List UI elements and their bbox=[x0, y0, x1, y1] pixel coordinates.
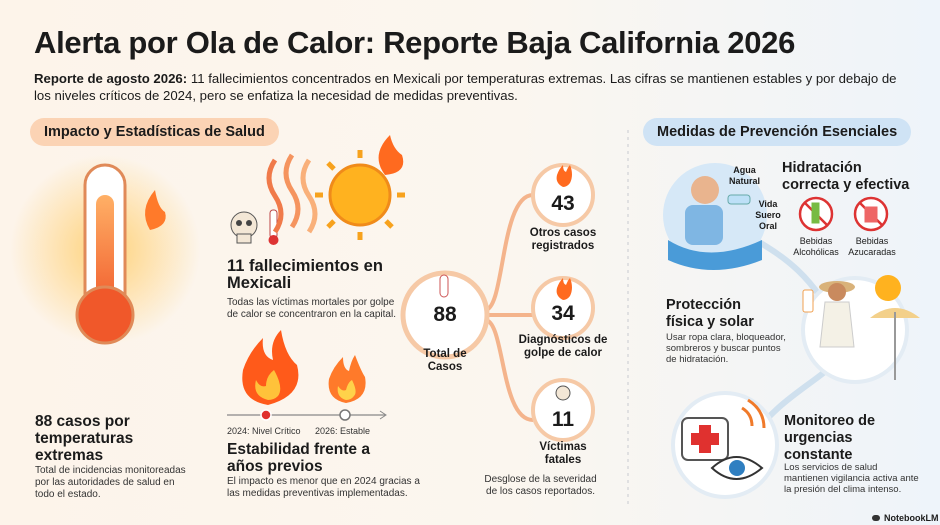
breakdown-circles-part bbox=[400, 270, 490, 360]
protection-icon-part bbox=[802, 289, 814, 313]
heat-icon bbox=[230, 135, 405, 245]
avoid-icons-part bbox=[811, 202, 820, 224]
breakdown-circles-part bbox=[555, 385, 571, 401]
monitoring-icon-part bbox=[729, 460, 745, 476]
heat-icon-part bbox=[236, 220, 242, 226]
title: Alerta por Ola de Calor: Reporte Baja Ca… bbox=[34, 25, 796, 60]
thermometer-icon-part bbox=[96, 195, 114, 315]
heat-icon-part-part bbox=[384, 219, 394, 229]
fire-icons-part bbox=[337, 380, 356, 400]
branch-label: Otros casos registrados bbox=[529, 227, 597, 252]
monitoring-icon-part bbox=[747, 398, 766, 429]
stat-title: 11 fallecimientos en Mexicali bbox=[227, 257, 383, 292]
total-label: Total de Casos bbox=[423, 348, 467, 373]
stat-text: Todas las víctimas mortales por golpe de… bbox=[227, 297, 396, 320]
measure-text: Los servicios de salud mantienen vigilan… bbox=[784, 462, 919, 495]
heat-icon-part bbox=[268, 235, 279, 245]
protection-icon-part bbox=[819, 301, 855, 348]
breakdown-caption: Desglose de la severidad de los casos re… bbox=[484, 474, 597, 497]
monitoring-icon-part bbox=[691, 433, 719, 445]
fire-icons-part bbox=[255, 370, 281, 400]
branch-value: 11 bbox=[551, 408, 575, 431]
breakdown-circles bbox=[400, 163, 595, 442]
heat-icon-part bbox=[236, 233, 252, 244]
protection-icon-part bbox=[828, 283, 846, 301]
protection-icon-part bbox=[875, 275, 901, 301]
heat-icon-part bbox=[269, 209, 278, 239]
thermometer-icon-part bbox=[75, 285, 135, 345]
branch-label: Diagnósticos de golpe de calor bbox=[518, 334, 608, 359]
summary: Reporte de agosto 2026: 11 fallecimiento… bbox=[34, 70, 904, 104]
avoid-icons bbox=[798, 196, 889, 232]
brand-icon-part bbox=[872, 515, 880, 521]
heat-icon-part-part bbox=[326, 219, 336, 229]
heat-icon-part bbox=[315, 150, 405, 240]
branch-value: 43 bbox=[551, 192, 575, 215]
breakdown-connectors-part bbox=[484, 193, 534, 312]
section-heading: Medidas de Prevención Esenciales bbox=[643, 118, 912, 146]
total-value: 88 bbox=[433, 303, 457, 326]
timeline-part bbox=[260, 409, 272, 421]
avoid-label: Bebidas Azucaradas bbox=[848, 236, 896, 257]
heat-icon-part bbox=[266, 158, 284, 234]
monitoring-icon-part bbox=[741, 406, 754, 427]
breakdown-circles-part bbox=[531, 378, 595, 442]
branch-label: Víctimas fatales bbox=[539, 441, 587, 466]
timeline-label: 2026: Estable bbox=[315, 426, 371, 436]
branch-value: 34 bbox=[551, 302, 575, 325]
heat-icon-part bbox=[283, 153, 301, 229]
breakdown-circles-part bbox=[556, 165, 572, 187]
hydration-icon-part bbox=[727, 194, 751, 205]
drink-label: Vida Suero Oral bbox=[755, 199, 781, 231]
measure-title: Protección física y solar bbox=[666, 297, 754, 330]
heat-icon-part-part bbox=[326, 161, 336, 171]
timeline-label: 2024: Nivel Crítico bbox=[227, 426, 301, 436]
section-heading: Impacto y Estadísticas de Salud bbox=[30, 118, 279, 146]
hydration-icon-part bbox=[685, 205, 723, 245]
stat-text: Total de incidencias monitoreadas por la… bbox=[35, 465, 186, 500]
brand: NotebookLM bbox=[884, 513, 939, 523]
breakdown-circles-part bbox=[439, 274, 449, 298]
thermometer-icon-part bbox=[145, 190, 166, 230]
measure-title: Monitoreo de urgencias constante bbox=[784, 413, 876, 463]
summary-text: 11 fallecimientos concentrados en Mexica… bbox=[34, 71, 897, 103]
avoid-label: Bebidas Alcohólicas bbox=[793, 236, 839, 257]
heat-icon-part bbox=[378, 135, 404, 175]
drink-label: Agua Natural bbox=[728, 165, 760, 186]
stat-text: El impacto es menor que en 2024 gracias … bbox=[227, 476, 420, 499]
heat-icon-part bbox=[300, 158, 318, 234]
timeline-part bbox=[339, 409, 351, 421]
timeline-part bbox=[379, 410, 387, 420]
monitoring-icon bbox=[671, 391, 779, 499]
heat-icon-part bbox=[328, 163, 392, 227]
timeline bbox=[227, 409, 387, 421]
breakdown-connectors bbox=[484, 193, 534, 422]
measure-title: Hidratación correcta y efectiva bbox=[782, 160, 910, 193]
heat-icon-part bbox=[246, 220, 252, 226]
avoid-icons-part bbox=[864, 206, 878, 223]
measure-text: Usar ropa clara, bloqueador, sombreros y… bbox=[666, 332, 786, 365]
breakdown-connectors-part bbox=[484, 318, 534, 422]
breakdown-circles-part bbox=[556, 278, 572, 300]
fire-icons bbox=[242, 330, 366, 405]
hydration-icon-part bbox=[668, 240, 762, 270]
hydration-icon bbox=[663, 163, 767, 270]
thermometer-icon bbox=[10, 155, 200, 345]
hydration-icon-part bbox=[691, 176, 719, 204]
protection-icon bbox=[801, 275, 920, 384]
summary-lead: Reporte de agosto 2026: bbox=[34, 71, 188, 86]
stat-title: 88 casos por temperaturas extremas bbox=[35, 413, 134, 464]
stat-title: Estabilidad frente a años previos bbox=[227, 441, 370, 475]
brand-icon bbox=[872, 515, 880, 521]
